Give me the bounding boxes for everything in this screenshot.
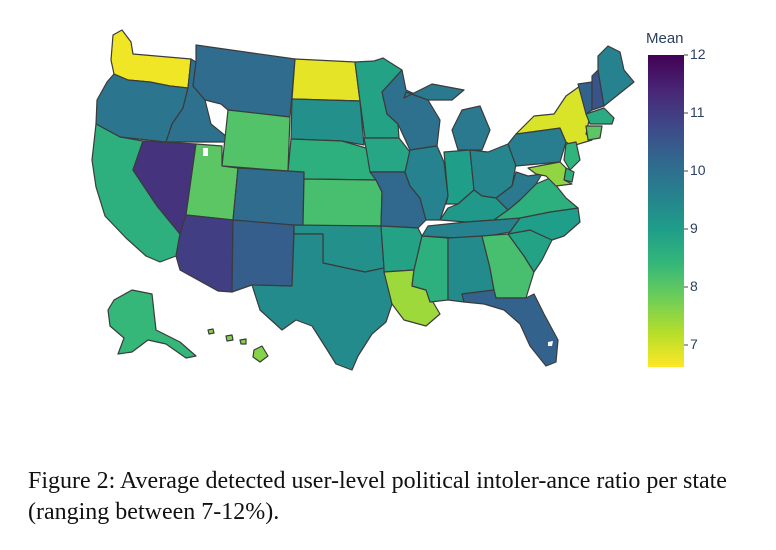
state-ma (585, 107, 615, 125)
colorbar-tick-label: 9 (690, 220, 698, 236)
state-tx (251, 233, 393, 371)
state-md (527, 161, 573, 187)
state-nm (231, 219, 295, 293)
figure-caption: Figure 2: Average detected user-level po… (28, 468, 727, 525)
state-ak (107, 289, 197, 359)
state-ct (585, 125, 603, 141)
state-az (175, 214, 234, 293)
states-layer (91, 29, 635, 371)
state-ks (302, 178, 383, 227)
colorbar-title: Mean (646, 30, 684, 47)
state-nj (563, 141, 581, 171)
colorbar-tick-label: 7 (690, 336, 698, 352)
state-ia (363, 137, 411, 173)
state-nh (591, 69, 605, 111)
state-il (404, 145, 449, 221)
colorbar (648, 55, 684, 367)
choropleth-figure: Mean 12 11 10 9 8 7 (91, 29, 706, 371)
state-hi (207, 328, 269, 363)
colorbar-ticks (684, 54, 688, 346)
state-me (597, 45, 635, 107)
state-wy (221, 109, 291, 172)
colorbar-tick-label: 12 (690, 46, 706, 62)
state-ny (515, 85, 593, 147)
state-fl (461, 289, 559, 367)
colorbar-tick-label: 11 (690, 104, 705, 120)
colorbar-tick-label: 8 (690, 278, 698, 294)
state-nd (291, 58, 361, 102)
us-map (91, 29, 688, 371)
state-mt (192, 44, 296, 118)
colorbar-tick-label: 10 (690, 162, 706, 178)
state-mi (403, 83, 491, 151)
state-sd (290, 98, 365, 146)
state-co (232, 167, 305, 227)
